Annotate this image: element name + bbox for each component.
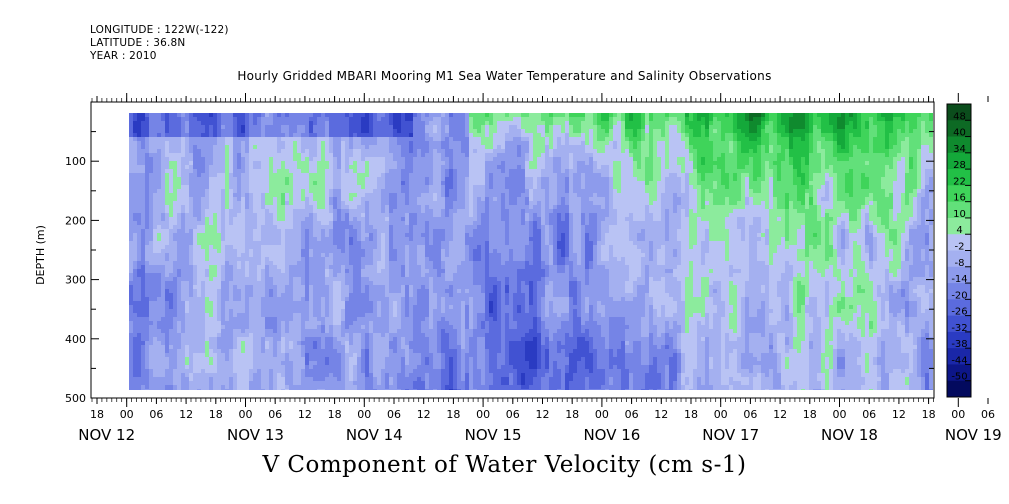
colorbar-label: 34 [953, 144, 966, 155]
x-hour-label: 00 [595, 408, 609, 421]
y-tick-label: 200 [65, 214, 86, 227]
x-hour-label: 06 [506, 408, 520, 421]
colorbar-label: -2 [955, 242, 965, 253]
x-hour-label: 12 [179, 408, 193, 421]
x-day-label: NOV 12 [78, 426, 135, 444]
x-hour-label: 18 [328, 408, 342, 421]
x-day-label: NOV 16 [583, 426, 640, 444]
colorbar-swatch [947, 250, 971, 268]
x-hour-label: 00 [714, 408, 728, 421]
x-hour-label: 00 [951, 408, 965, 421]
x-day-label: NOV 15 [465, 426, 522, 444]
colorbar-label: -44 [951, 355, 967, 366]
chart-title: Hourly Gridded MBARI Mooring M1 Sea Wate… [237, 69, 772, 83]
y-axis-label: DEPTH (m) [34, 225, 47, 285]
x-hour-label: 12 [536, 408, 550, 421]
colorbar-label: -20 [951, 290, 967, 301]
x-hour-label: 00 [357, 408, 371, 421]
colorbar-label: 16 [953, 193, 966, 204]
colorbar-swatch [947, 299, 971, 317]
x-day-label: NOV 19 [945, 426, 1002, 444]
x-hour-label: 18 [565, 408, 579, 421]
x-hour-label: 06 [387, 408, 401, 421]
chart-caption: V Component of Water Velocity (cm s-1) [262, 452, 747, 478]
colorbar-label: -14 [951, 274, 967, 285]
x-day-label: NOV 18 [821, 426, 878, 444]
colorbar-swatch [947, 201, 971, 219]
colorbar-swatch [947, 152, 971, 170]
x-hour-label: 12 [654, 408, 668, 421]
colorbar-swatch [947, 185, 971, 203]
colorbar-label: 40 [953, 128, 966, 139]
colorbar-label: 28 [953, 160, 966, 171]
x-hour-label: 12 [892, 408, 906, 421]
colorbar-label: 48 [953, 111, 966, 122]
x-hour-label: 18 [90, 408, 104, 421]
colorbar-swatch [947, 120, 971, 137]
colorbar: 48 40 34 28 22 16 10 4 -2 -8 -14 -20 -26 -32 -38 -44 -50 [946, 103, 972, 398]
colorbar-label: -32 [951, 323, 967, 334]
colorbar-label: -26 [951, 307, 967, 318]
x-day-label: NOV 17 [702, 426, 759, 444]
x-hour-label: 00 [239, 408, 253, 421]
y-tick-label: 500 [65, 392, 86, 405]
x-hour-label: 18 [684, 408, 698, 421]
x-hour-label: 18 [446, 408, 460, 421]
colorbar-label: -38 [951, 339, 967, 350]
x-hour-label: 00 [476, 408, 490, 421]
x-hour-label: 18 [803, 408, 817, 421]
x-hour-label: 00 [833, 408, 847, 421]
x-hour-label: 18 [209, 408, 223, 421]
colorbar-swatch [947, 283, 971, 300]
colorbar-swatch [947, 234, 971, 251]
x-hour-label: 06 [743, 408, 757, 421]
colorbar-swatch [947, 104, 971, 121]
latitude-label: LATITUDE : 36.8N [90, 37, 186, 49]
colorbar-swatch [947, 348, 971, 365]
colorbar-label: 10 [953, 209, 966, 220]
colorbar-label: 22 [953, 176, 966, 187]
colorbar-swatch [947, 136, 971, 154]
x-hour-label: 06 [981, 408, 995, 421]
colorbar-label: -50 [951, 372, 967, 383]
y-tick-label: 100 [65, 155, 86, 168]
x-hour-label: 00 [120, 408, 134, 421]
colorbar-swatch [947, 266, 971, 284]
plot-area [90, 101, 935, 399]
longitude-label: LONGITUDE : 122W(-122) [90, 24, 229, 36]
colorbar-swatch [947, 331, 971, 349]
year-label: YEAR : 2010 [90, 50, 157, 62]
colorbar-label: 4 [956, 225, 962, 236]
x-day-label: NOV 14 [346, 426, 403, 444]
x-hour-label: 12 [298, 408, 312, 421]
colorbar-label: -8 [955, 258, 965, 269]
velocity-field [129, 113, 933, 390]
colorbar-swatch [947, 169, 971, 186]
colorbar-swatch [947, 380, 971, 398]
x-hour-label: 06 [268, 408, 282, 421]
colorbar-swatch [947, 217, 971, 235]
x-hour-label: 12 [773, 408, 787, 421]
x-day-label: NOV 13 [227, 426, 284, 444]
colorbar-swatch [947, 364, 971, 382]
y-tick-label: 300 [65, 274, 86, 287]
x-hour-label: 12 [417, 408, 431, 421]
colorbar-swatch [947, 315, 971, 333]
x-hour-label: 06 [862, 408, 876, 421]
x-hour-label: 06 [625, 408, 639, 421]
x-hour-label: 06 [149, 408, 163, 421]
x-hour-label: 18 [922, 408, 936, 421]
y-tick-label: 400 [65, 333, 86, 346]
